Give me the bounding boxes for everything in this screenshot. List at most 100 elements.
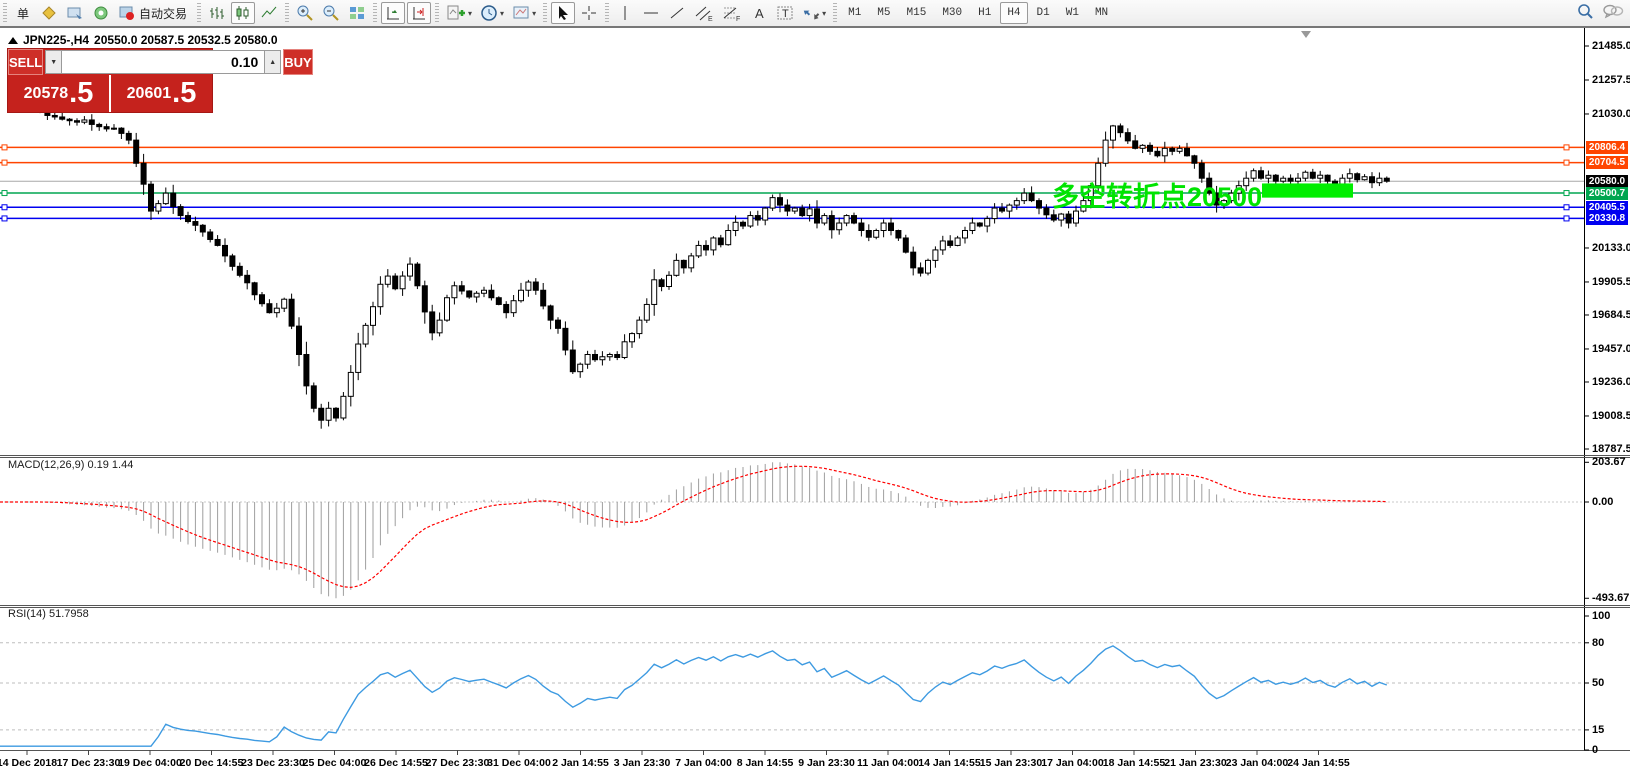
templates-icon <box>513 6 529 19</box>
axis-ticks <box>26 45 1589 755</box>
periods-clock-icon <box>481 5 497 21</box>
line-chart-icon <box>261 6 277 18</box>
new-order-button[interactable]: 单 <box>11 2 35 24</box>
arrows-caret: ▾ <box>822 8 827 18</box>
chart-shift-button[interactable] <box>407 2 432 24</box>
periods-button[interactable]: ▾ <box>477 2 507 24</box>
toolbar-group-insert: ▾ ▾ ▾ <box>442 0 540 26</box>
toolbar-group-scroll <box>380 0 432 26</box>
horizontal-level-lines <box>0 144 1584 222</box>
vertical-line-button[interactable] <box>613 2 637 24</box>
toolbar-grip <box>543 3 548 23</box>
bar-chart-icon <box>210 7 225 19</box>
templates-button[interactable]: ▾ <box>509 2 539 24</box>
new-order-label: 单 <box>17 6 30 21</box>
cursor-button[interactable] <box>551 2 576 24</box>
toolbar-group-trading: 单 自动交易 <box>10 0 194 26</box>
sell-button[interactable]: SELL <box>8 49 44 75</box>
buy-price[interactable]: 20601 .5 <box>111 75 212 112</box>
cursor-arrow-icon <box>559 6 569 20</box>
candlesticks <box>37 108 1390 429</box>
signals-button[interactable] <box>89 2 113 24</box>
auto-trading-icon <box>119 6 135 20</box>
volume-increase-button[interactable]: ▲ <box>264 50 282 74</box>
periods-caret: ▾ <box>500 8 505 18</box>
fibonacci-button[interactable]: F <box>719 2 745 24</box>
buy-price-pip: .5 <box>172 77 197 109</box>
terminal-button[interactable] <box>63 2 87 24</box>
toolbar-right <box>1576 2 1624 20</box>
toolbar-grip <box>3 3 7 23</box>
timeframe-m15[interactable]: M15 <box>906 7 927 19</box>
crosshair-button[interactable] <box>577 2 601 24</box>
auto-trading-button[interactable]: 自动交易 <box>115 2 193 24</box>
indicators-caret: ▾ <box>468 8 473 18</box>
chart-frame <box>0 28 1630 751</box>
vertical-line-icon <box>624 6 626 20</box>
crosshair-icon <box>582 6 597 20</box>
toolbar-group-chart-type <box>204 0 282 26</box>
equidistant-channel-button[interactable]: E <box>691 2 717 24</box>
arrows-button[interactable]: ▾ <box>799 2 829 24</box>
trendline-button[interactable] <box>665 2 689 24</box>
highlight <box>1262 183 1353 198</box>
indicators-button[interactable]: ▾ <box>443 2 475 24</box>
auto-trading-label: 自动交易 <box>139 6 188 21</box>
macd-pane-label: MACD(12,26,9) 0.19 1.44 <box>8 459 134 471</box>
chat-icon[interactable] <box>1602 2 1624 20</box>
arrows-icon <box>803 10 820 20</box>
timeframe-m30[interactable]: M30 <box>942 7 963 19</box>
toolbar-group-objects: E F A T ▾ <box>612 0 830 26</box>
bar-chart-button[interactable] <box>205 2 229 24</box>
toolbar-grip <box>435 3 440 23</box>
timeframe-h1[interactable]: H1 <box>978 7 992 19</box>
search-icon[interactable] <box>1576 2 1594 20</box>
volume-decrease-button[interactable]: ▼ <box>45 50 63 74</box>
candlestick-chart-button[interactable] <box>231 2 256 24</box>
buy-price-main: 20601 <box>126 84 172 102</box>
timeframe-mn[interactable]: MN <box>1094 7 1109 19</box>
horizontal-line-button[interactable] <box>639 2 663 24</box>
sell-price-pip: .5 <box>69 77 94 109</box>
metaeditor-button[interactable] <box>37 2 61 24</box>
zoom-in-icon <box>297 5 313 21</box>
line-chart-button[interactable] <box>257 2 281 24</box>
zoom-in-button[interactable] <box>293 2 317 24</box>
chart-shift-icon <box>413 7 426 20</box>
text-button[interactable]: A <box>747 2 771 24</box>
equidistant-channel-icon: E <box>695 6 713 22</box>
tile-windows-button[interactable] <box>345 2 369 24</box>
horizontal-line-icon <box>644 12 659 14</box>
toolbar-group-zoom <box>292 0 370 26</box>
rsi-pane <box>0 642 1584 747</box>
volume-stepper: ▼ ▲ <box>45 50 282 74</box>
auto-scroll-button[interactable] <box>381 2 406 24</box>
svg-text:F: F <box>736 16 740 22</box>
symbol-marker-icon <box>8 36 18 44</box>
indicators-icon <box>447 5 466 20</box>
timeframe-m5[interactable]: M5 <box>877 7 891 19</box>
main-toolbar: 单 自动交易 <box>0 0 1630 28</box>
terminal-icon <box>67 7 83 19</box>
text-label-button[interactable]: T <box>773 2 797 24</box>
timeframe-group: M1 M5 M15 M30 H1 H4 D1 W1 MN <box>840 0 1116 26</box>
chart-shift-marker-icon[interactable] <box>1301 31 1311 38</box>
zoom-out-button[interactable] <box>319 2 343 24</box>
sell-price[interactable]: 20578 .5 <box>8 75 111 112</box>
sell-price-main: 20578 <box>23 84 69 102</box>
metaeditor-icon <box>42 6 56 20</box>
timeframe-w1[interactable]: W1 <box>1065 7 1079 19</box>
volume-input[interactable] <box>62 50 265 74</box>
zoom-out-icon <box>323 5 339 21</box>
timeframe-m1[interactable]: M1 <box>848 7 862 19</box>
auto-scroll-icon <box>387 7 400 20</box>
buy-button[interactable]: BUY <box>283 49 313 75</box>
timeframe-d1[interactable]: D1 <box>1036 7 1050 19</box>
timeframe-h4[interactable]: H4 <box>1000 2 1028 24</box>
svg-text:T: T <box>782 8 789 20</box>
one-click-trading-panel: SELL ▼ ▲ BUY 20578 .5 20601 .5 <box>8 49 313 112</box>
fibonacci-icon: F <box>723 7 740 22</box>
candlestick-chart-icon <box>236 6 249 20</box>
chart-symbol-period: JPN225-,H4 <box>23 33 90 47</box>
